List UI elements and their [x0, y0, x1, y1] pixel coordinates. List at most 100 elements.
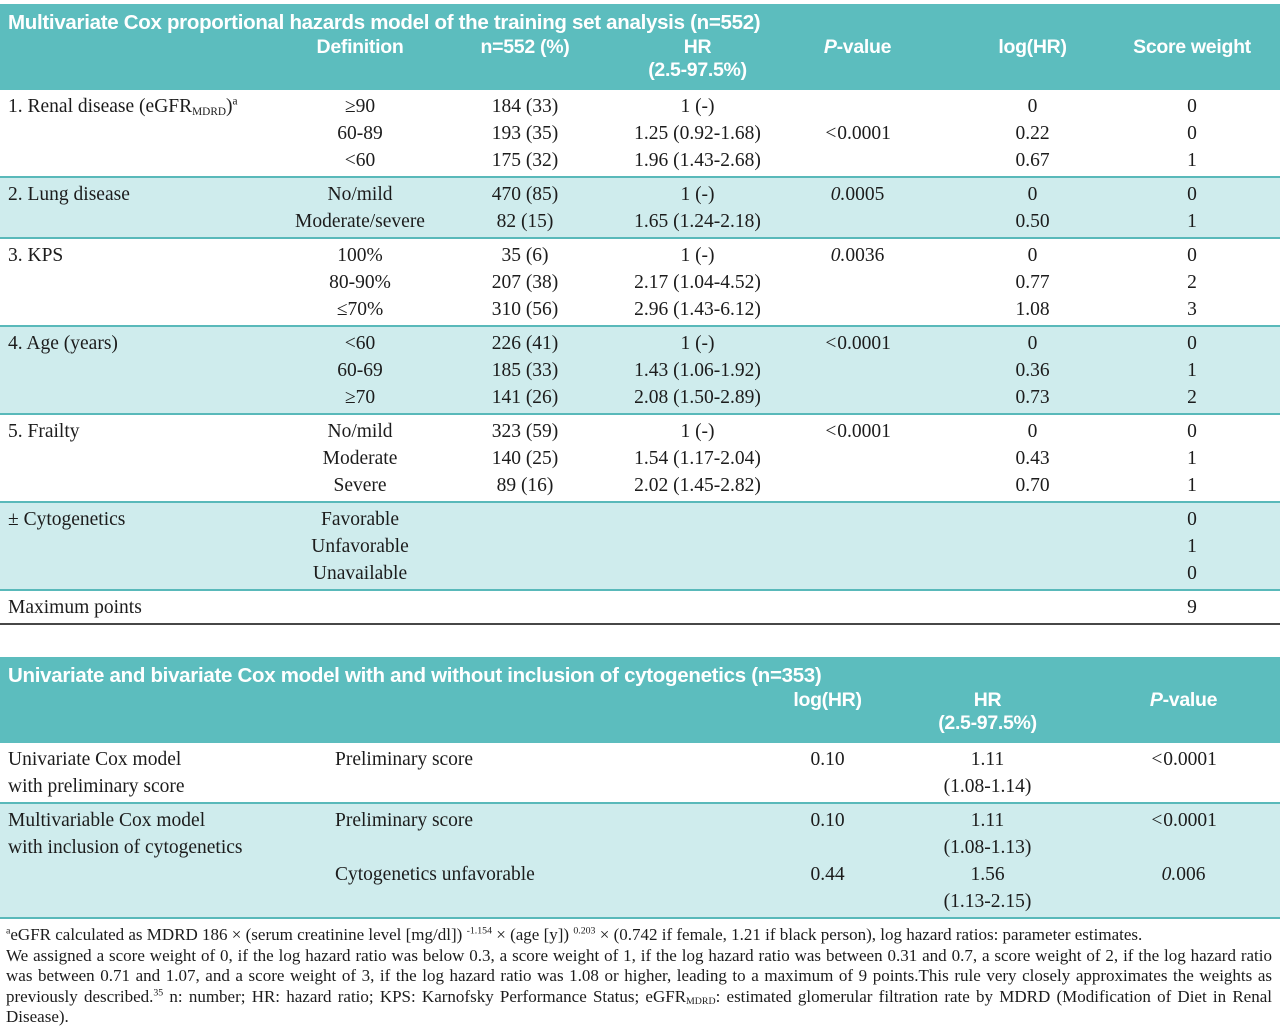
cell-value — [780, 533, 935, 560]
parameter-label: 2. Lung disease — [0, 181, 285, 235]
definition-cell: No/mild Moderate/severe — [285, 181, 435, 235]
n-percent-cell: 226 (41) 185 (33) 141 (26) — [435, 330, 615, 411]
table2-column-headers: log(HR) HR (2.5-97.5%) P-value — [0, 689, 1280, 743]
score-weight-cell: 0 1 2 — [1130, 330, 1280, 411]
cell-value: Unfavorable — [311, 535, 409, 557]
hr-cell: 1 (-) 2.17 (1.04-4.52) 2.96 (1.43-6.12) — [615, 242, 780, 323]
cell-value: 1.65 (1.24-2.18) — [634, 210, 761, 232]
model-label: Multivariable Cox model with inclusion of… — [0, 807, 330, 915]
table-row: 4. Age (years) <60 60-69 ≥70 226 (41) 185 (33… — [0, 325, 1280, 413]
parameter-label-text: 4. Age (years) — [8, 332, 118, 354]
cell-value: 0.50 — [1015, 210, 1050, 232]
p-value-cell: <0.0001 — [780, 330, 935, 411]
loghr-cell: 0.10 — [745, 746, 910, 800]
cell-value — [780, 147, 935, 174]
cell-value: 1.54 (1.17-2.04) — [634, 447, 761, 469]
table-row: 1. Renal disease (eGFRMDRD)a ≥90 60-89 <60 1… — [0, 90, 1280, 176]
parameter-label-text: 3. KPS — [8, 244, 64, 266]
cell-value: 0 — [1187, 562, 1197, 584]
cell-value: 2.17 (1.04-4.52) — [634, 271, 761, 293]
cell-value: 2 — [1187, 386, 1197, 408]
cell-value — [935, 560, 1130, 587]
n-percent-cell: 323 (59) 140 (25) 89 (16) — [435, 418, 615, 499]
cell-value — [935, 594, 1130, 621]
cell-value: <0.0001 — [824, 420, 891, 442]
col-header-model — [0, 689, 330, 697]
cell-value: 0 — [1187, 420, 1197, 442]
cell-value — [1087, 834, 1280, 861]
cell-value: 82 (15) — [496, 210, 554, 232]
cell-value: <60 — [344, 149, 376, 171]
col-header-pvalue: P-value — [823, 36, 892, 58]
cell-value — [615, 533, 780, 560]
score-weight-cell: 9 — [1130, 594, 1280, 621]
cell-value: 0 — [1027, 244, 1038, 266]
cell-value: 310 (56) — [491, 298, 559, 320]
parameter-label-text: 5. Frailty — [8, 420, 80, 442]
cell-value: (1.08-1.13) — [943, 836, 1032, 858]
cell-value: <0.0001 — [824, 332, 891, 354]
model-label: Univariate Cox model with preliminary sco… — [0, 746, 330, 800]
col-header-loghr2: log(HR) — [793, 689, 862, 711]
table2-header: Univariate and bivariate Cox model with … — [0, 657, 1280, 743]
definition-cell — [285, 594, 435, 621]
cell-value: 3 — [1187, 298, 1197, 320]
cell-value — [1087, 888, 1280, 915]
p-value-cell: <0.0001 — [780, 418, 935, 499]
table1-title: Multivariate Cox proportional hazards mo… — [8, 11, 761, 34]
table-row: ± Cytogenetics Favorable Unfavorable Unavai… — [0, 501, 1280, 589]
cell-value — [615, 506, 780, 533]
score-weight-cell: 0 0 1 — [1130, 93, 1280, 174]
cell-value: 0.22 — [1015, 122, 1050, 144]
p-value-cell — [780, 594, 935, 621]
hr-cell: 1.11 (1.08-1.13) 1.56 (1.13-2.15) — [910, 807, 1065, 915]
cell-value — [780, 296, 935, 323]
col-header-definition: Definition — [316, 36, 404, 58]
cell-value: Unavailable — [312, 562, 408, 584]
cell-value: Severe — [333, 474, 387, 496]
cell-value: 0 — [1027, 95, 1038, 117]
col-header-parameter — [0, 36, 285, 44]
cell-value: 1.56 — [970, 863, 1005, 885]
footnote-egfr: aeGFR calculated as MDRD 186 × (serum cr… — [6, 925, 1143, 944]
model-label-line: Multivariable Cox model — [8, 809, 206, 831]
cell-value: 185 (33) — [491, 359, 559, 381]
cell-value: 193 (35) — [491, 122, 559, 144]
loghr-cell: 0 0.22 0.67 — [935, 93, 1130, 174]
cell-value: ≥90 — [344, 95, 376, 117]
parameter-label: Maximum points — [0, 594, 285, 621]
cell-value — [335, 834, 745, 861]
parameter-label: 5. Frailty — [0, 418, 285, 499]
cell-value: No/mild — [327, 420, 393, 442]
cell-value: 0.10 — [810, 748, 845, 770]
cell-value: 0.73 — [1015, 386, 1050, 408]
cell-value — [615, 560, 780, 587]
col-header-hr-label: HR — [683, 36, 712, 58]
cell-value: <0.0001 — [1150, 748, 1217, 770]
parameter-label: 4. Age (years) — [0, 330, 285, 411]
cell-value — [615, 594, 780, 621]
p-value-cell: 0.0005 — [780, 181, 935, 235]
table1-body: 1. Renal disease (eGFRMDRD)a ≥90 60-89 <60 1… — [0, 90, 1280, 625]
cell-value — [745, 834, 910, 861]
cell-value: 0 — [1187, 183, 1197, 205]
loghr-cell: 0.10 0.44 — [745, 807, 910, 915]
cell-value: 1 (-) — [680, 332, 715, 354]
cell-value: 1.43 (1.06-1.92) — [634, 359, 761, 381]
cell-value — [780, 384, 935, 411]
cell-value: 1.11 — [970, 809, 1005, 831]
cell-value — [780, 472, 935, 499]
n-percent-cell — [435, 594, 615, 621]
parameter-label-text: ± Cytogenetics — [8, 508, 126, 530]
n-percent-cell: 35 (6) 207 (38) 310 (56) — [435, 242, 615, 323]
cell-value: 0 — [1187, 95, 1197, 117]
cell-value: 0 — [1187, 122, 1197, 144]
table-row: 5. Frailty No/mild Moderate Severe 323 (59) 1… — [0, 413, 1280, 501]
p-value-cell — [780, 506, 935, 587]
cell-value — [435, 594, 615, 621]
table-row: Multivariable Cox model with inclusion of… — [0, 802, 1280, 917]
footnote-scoring: We assigned a score weight of 0, if the … — [6, 945, 1272, 1027]
cell-value: 0.0036 — [830, 244, 885, 266]
cell-value: 0 — [1187, 332, 1197, 354]
